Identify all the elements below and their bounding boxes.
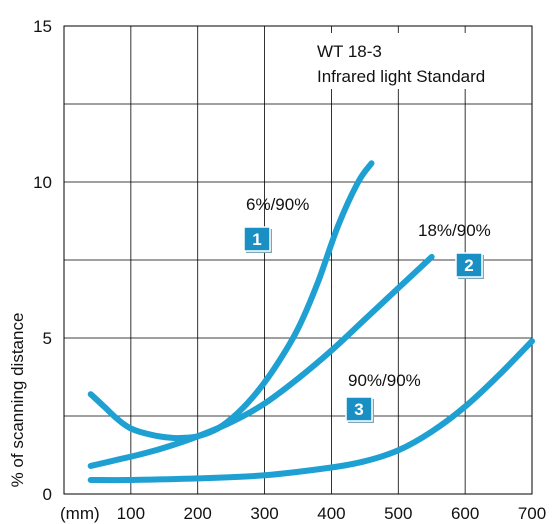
curves [87, 160, 535, 484]
series-badge-1 [243, 226, 271, 252]
x-unit-label: (mm) [60, 504, 100, 523]
series-label-2: 18%/90% [418, 221, 491, 240]
series-badge-number-3: 3 [354, 400, 363, 419]
series-label-3: 90%/90% [348, 371, 421, 390]
x-tick-label: 700 [518, 504, 546, 523]
series-label-1: 6%/90% [246, 195, 309, 214]
series-badge-3 [345, 396, 373, 422]
x-tick-label: 300 [250, 504, 278, 523]
title-box-bg [305, 33, 520, 89]
y-tick-label: 5 [43, 329, 52, 348]
x-tick-label: 500 [384, 504, 412, 523]
y-axis-label: % of scanning distance [8, 313, 27, 488]
series-line-1 [87, 160, 375, 442]
y-tick-label: 10 [33, 173, 52, 192]
series-line-3 [87, 338, 535, 484]
grid [63, 25, 533, 495]
y-tick-label: 0 [43, 485, 52, 504]
x-tick-label: 400 [317, 504, 345, 523]
x-tick-label: 600 [451, 504, 479, 523]
tick-labels: 100 200 300 400 500 600 700 0 5 10 15 [33, 17, 546, 523]
chart-subtitle: Infrared light Standard [317, 67, 485, 86]
chart-title: WT 18-3 [317, 42, 382, 61]
series-badge-number-1: 1 [252, 230, 261, 249]
series-labels: 6%/90% 1 18%/90% 2 90%/90% 3 [243, 195, 491, 423]
x-tick-label: 100 [117, 504, 145, 523]
x-tick-label: 200 [184, 504, 212, 523]
series-line-2 [87, 253, 435, 469]
series-badge-2 [455, 252, 483, 278]
y-tick-label: 15 [33, 17, 52, 36]
series-badge-number-2: 2 [464, 256, 473, 275]
